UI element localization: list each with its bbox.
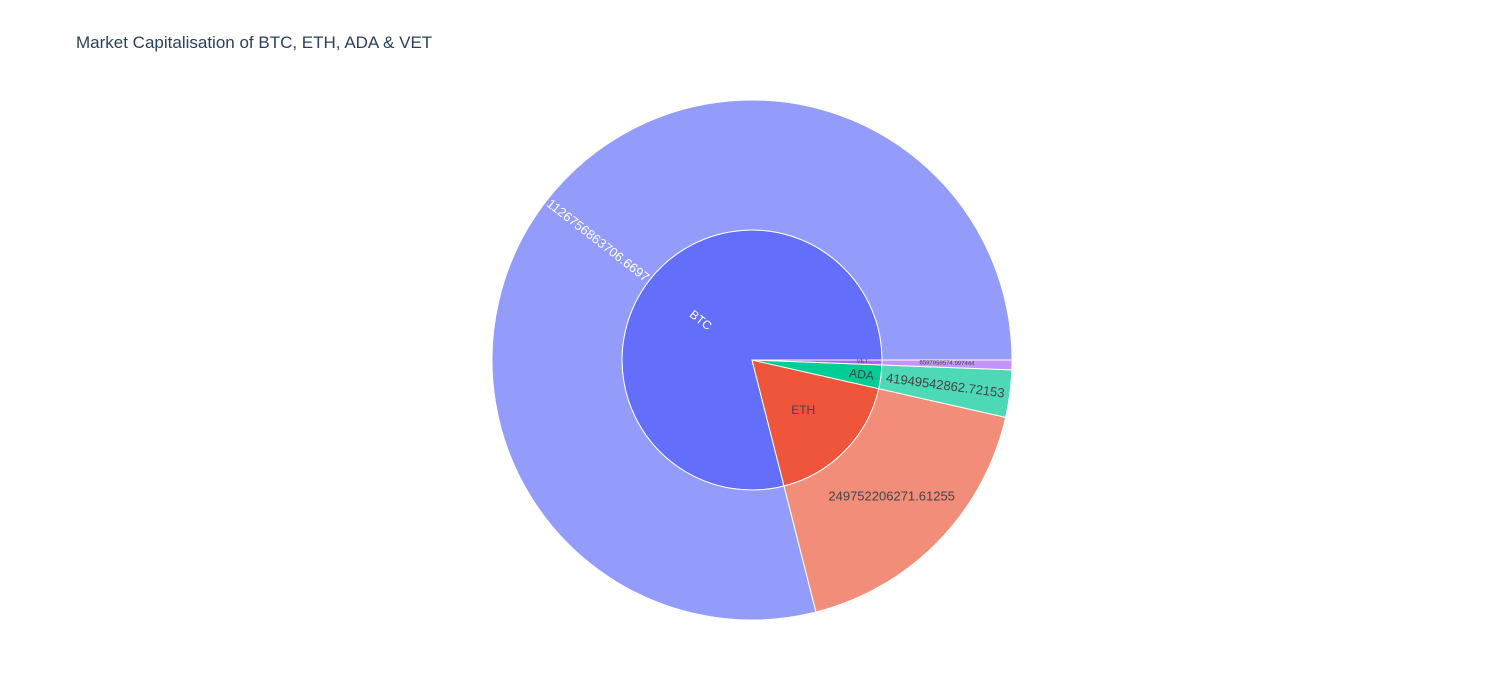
inner-label-vet: VET [857,359,869,365]
outer-slice-btc[interactable] [491,99,1013,621]
inner-ring [621,229,883,491]
outer-ring [491,99,1013,621]
outer-label-eth: 249752206271.61255 [828,489,955,504]
inner-label-ada: ADA [848,366,874,383]
outer-label-vet: 8597959574.997444 [919,360,975,367]
inner-label-eth: ETH [791,403,815,417]
outer-slice-eth[interactable] [783,388,1007,613]
outer-slice-vet[interactable] [881,359,1013,371]
chart-title: Market Capitalisation of BTC, ETH, ADA &… [76,33,433,52]
